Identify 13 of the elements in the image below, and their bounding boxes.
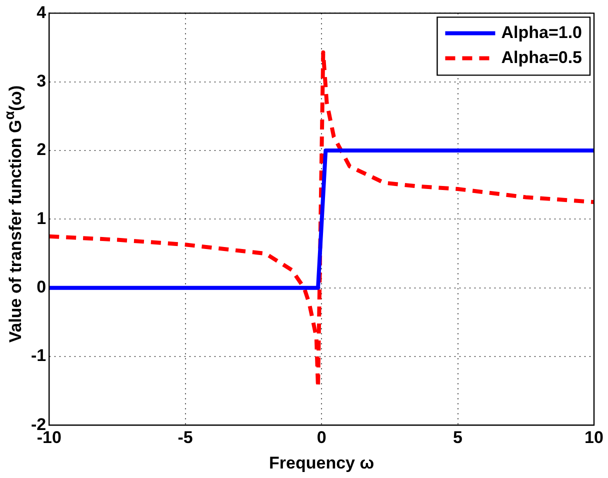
y-tick-label: -1: [30, 346, 46, 366]
x-tick-label: 10: [584, 428, 604, 448]
x-tick-label: -5: [178, 428, 193, 448]
y-tick-label: 0: [36, 278, 46, 297]
y-tick-label: 3: [36, 72, 46, 91]
x-tick-label: 5: [453, 428, 463, 448]
x-axis-title: Frequency ω: [269, 453, 374, 472]
x-tick-label: 0: [316, 428, 326, 448]
legend-label: Alpha=1.0: [501, 22, 582, 42]
legend-label: Alpha=0.5: [501, 48, 582, 67]
y-tick-label: 2: [36, 140, 46, 160]
y-tick-label: 4: [36, 2, 47, 22]
y-tick-label: 1: [36, 208, 46, 228]
